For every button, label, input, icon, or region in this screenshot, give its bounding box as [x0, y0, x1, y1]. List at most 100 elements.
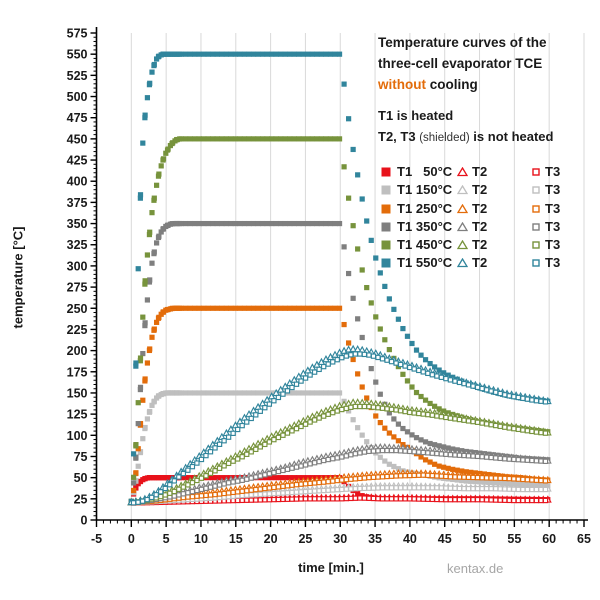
series-marker-T3-450	[253, 446, 259, 453]
series-marker-T3-450	[452, 416, 458, 422]
series-marker-T1-250	[241, 305, 248, 311]
series-marker-T1-250	[250, 305, 257, 311]
series-marker-T3-550	[425, 370, 431, 377]
series-marker-T3-250	[425, 472, 431, 479]
series-marker-T3-50	[293, 496, 300, 502]
series-marker-T1-250	[149, 334, 155, 340]
series-marker-T1-150	[241, 390, 248, 396]
series-marker-T3-250	[189, 493, 196, 500]
series-marker-T3-250	[407, 472, 413, 479]
series-marker-T1-450	[364, 284, 370, 291]
series-marker-T3-350	[239, 477, 245, 483]
series-marker-T3-550	[180, 470, 187, 477]
series-marker-T3-350	[316, 458, 322, 465]
series-marker-T1-350	[135, 421, 141, 427]
y-tick-label: 200	[67, 344, 88, 358]
series-marker-T1-250	[364, 395, 370, 401]
series-marker-T1-350	[131, 480, 137, 486]
series-marker-T1-350	[391, 416, 397, 422]
series-marker-T1-550	[386, 296, 392, 302]
series-marker-T3-450	[176, 486, 182, 492]
series-marker-T3-250	[361, 475, 368, 481]
series-marker-T3-250	[357, 475, 363, 482]
series-marker-T1-550	[359, 196, 365, 202]
series-marker-T1-150	[314, 390, 320, 396]
series-marker-T1-550	[135, 266, 141, 272]
series-marker-T3-550	[225, 434, 232, 440]
series-marker-T3-50	[479, 497, 485, 503]
series-marker-T1-450	[142, 278, 148, 284]
series-marker-T3-150	[366, 485, 372, 491]
series-marker-T1-350	[309, 220, 315, 227]
series-marker-T1-150	[472, 479, 478, 485]
series-marker-T3-550	[515, 394, 522, 401]
series-marker-T3-550	[253, 412, 259, 418]
series-marker-T3-450	[343, 405, 349, 412]
series-marker-T3-450	[316, 415, 322, 421]
series-marker-T3-250	[248, 487, 254, 493]
series-marker-T3-350	[330, 456, 336, 462]
series-marker-T3-550	[311, 369, 318, 375]
series-marker-T3-550	[194, 460, 200, 466]
series-marker-T3-450	[257, 444, 263, 450]
series-marker-T3-350	[176, 492, 182, 498]
series-marker-T1-150	[513, 481, 519, 487]
series-marker-T1-350	[219, 220, 225, 227]
series-marker-T3-150	[474, 485, 481, 492]
series-marker-T1-550	[346, 116, 352, 122]
series-marker-T3-150	[239, 492, 245, 499]
series-marker-T3-50	[493, 497, 499, 503]
series-marker-T1-250	[255, 305, 261, 311]
series-marker-T1-450	[264, 136, 270, 142]
legend-t3-open-square-icon	[532, 223, 540, 231]
series-marker-T3-450	[420, 411, 426, 417]
series-marker-T3-550	[420, 369, 426, 375]
series-marker-T3-550	[284, 388, 291, 394]
series-marker-T1-450	[133, 442, 139, 448]
series-marker-T3-350	[429, 450, 435, 456]
series-marker-T3-350	[361, 449, 368, 455]
series-marker-T1-550	[373, 255, 379, 261]
series-marker-T1-350	[259, 220, 266, 227]
series-marker-T1-250	[144, 360, 151, 366]
series-marker-T1-350	[323, 220, 329, 227]
series-marker-T3-350	[497, 455, 503, 462]
legend-t1-label: T1 50°C	[397, 164, 453, 179]
series-marker-T1-350	[192, 220, 198, 227]
legend-t2-label: T2	[472, 164, 488, 179]
series-marker-T1-50	[183, 475, 189, 481]
series-marker-T1-450	[192, 136, 198, 142]
series-marker-T1-450	[300, 136, 306, 142]
series-marker-T3-450	[388, 406, 395, 413]
y-tick-label: 525	[67, 69, 88, 83]
series-marker-T3-450	[352, 403, 359, 410]
series-marker-T3-250	[348, 476, 354, 482]
series-marker-T3-450	[230, 458, 236, 464]
series-marker-T1-150	[364, 439, 370, 445]
series-marker-T3-250	[443, 473, 449, 480]
series-marker-T3-250	[334, 477, 340, 484]
series-marker-T3-450	[311, 417, 318, 423]
series-marker-T1-350	[187, 220, 193, 227]
series-marker-T3-50	[438, 496, 445, 503]
series-marker-T1-350	[210, 220, 216, 227]
series-marker-T3-150	[370, 485, 377, 491]
series-marker-T3-50	[266, 497, 273, 503]
series-marker-T1-150	[296, 390, 302, 396]
legend-t2-open-triangle-icon	[457, 240, 468, 250]
series-marker-T3-550	[266, 401, 273, 407]
series-marker-T3-50	[425, 496, 431, 502]
series-marker-T3-150	[384, 485, 390, 491]
series-marker-T1-550	[336, 51, 343, 57]
series-marker-T1-150	[137, 449, 144, 455]
series-marker-T1-450	[250, 136, 257, 142]
series-marker-T1-450	[327, 136, 334, 142]
series-marker-T3-150	[411, 485, 417, 491]
series-marker-T3-350	[171, 493, 177, 499]
series-marker-T3-550	[275, 394, 282, 401]
series-marker-T1-350	[255, 220, 261, 227]
series-marker-T1-350	[250, 220, 257, 227]
series-marker-T3-50	[520, 497, 526, 504]
series-marker-T1-450	[131, 474, 137, 480]
series-marker-T3-50	[234, 497, 241, 504]
